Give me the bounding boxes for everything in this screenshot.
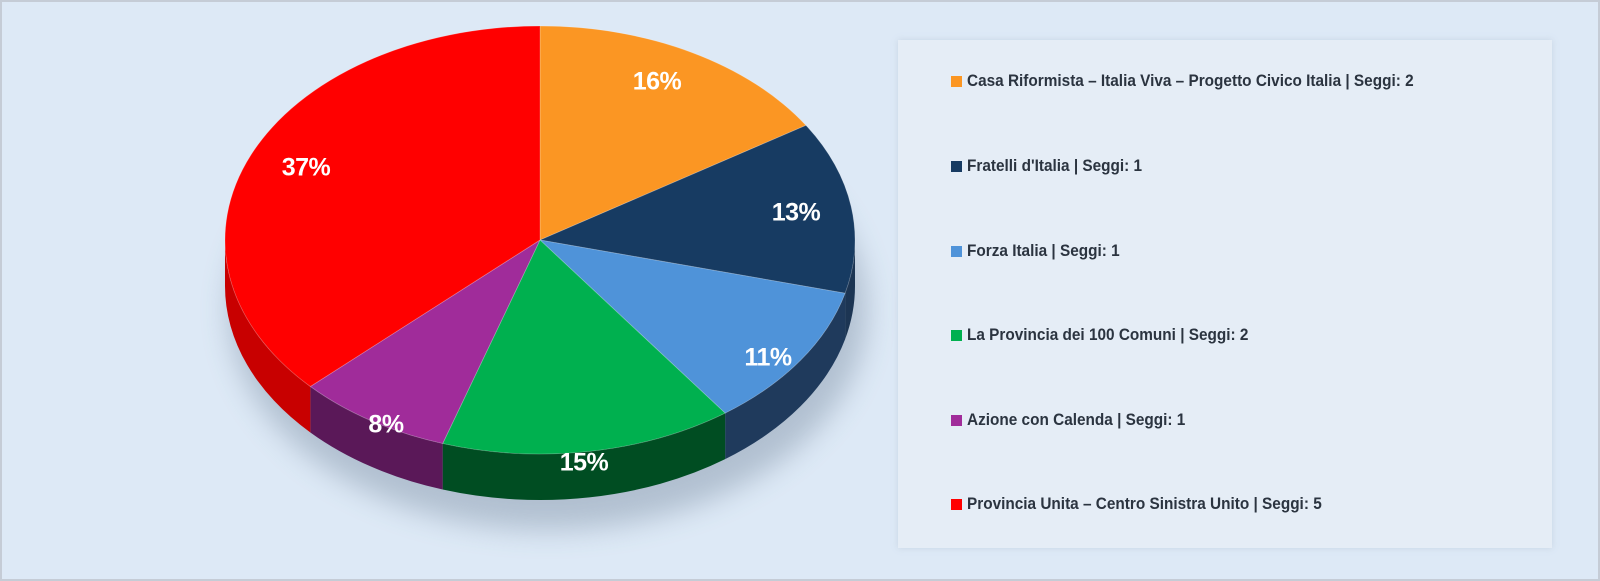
legend-label: Forza Italia | Seggi: 1 — [967, 241, 1120, 260]
pie-slice-5[interactable] — [224, 25, 541, 387]
pie-side-1 — [845, 240, 855, 340]
legend-label: Casa Riformista – Italia Viva – Progetto… — [967, 71, 1414, 90]
legend-label: Fratelli d'Italia | Seggi: 1 — [967, 156, 1143, 175]
pie-side-walls — [225, 240, 855, 500]
legend-item-fratelli-ditalia: Fratelli d'Italia | Seggi: 1 — [951, 154, 1155, 178]
slice-label-casa-riformista: 16% — [632, 67, 682, 96]
slice-label-provincia-100-comuni: 15% — [559, 448, 609, 477]
legend-item-casa-riformista: Casa Riformista – Italia Viva – Progetto… — [951, 69, 1447, 93]
pie-top-face — [224, 25, 856, 455]
legend-label: Azione con Calenda | Seggi: 1 — [967, 410, 1186, 429]
pie-chart: 16% 13% 11% 15% 8% 37% — [182, 2, 902, 581]
legend-swatch-red — [951, 498, 962, 510]
legend-item-provincia-100-comuni: La Provincia dei 100 Comuni | Seggi: 2 — [951, 323, 1270, 347]
pie-slice-1[interactable] — [538, 124, 856, 294]
legend-swatch-navy — [951, 160, 962, 172]
pie-side-4 — [310, 386, 443, 490]
slice-label-forza-italia: 11% — [744, 343, 792, 372]
legend-label: Provincia Unita – Centro Sinistra Unito … — [967, 494, 1322, 513]
pie-side-3 — [442, 413, 726, 500]
pie-slice-0[interactable] — [539, 25, 807, 241]
pie-graphic — [224, 25, 867, 530]
chart-legend: Casa Riformista – Italia Viva – Progetto… — [898, 40, 1552, 548]
legend-item-azione-calenda: Azione con Calenda | Seggi: 1 — [951, 408, 1202, 432]
pie-side-2 — [725, 293, 846, 460]
legend-swatch-orange — [951, 75, 962, 87]
pie-slice-3[interactable] — [442, 239, 726, 455]
pie-side-5 — [225, 240, 311, 433]
pie-slice-2[interactable] — [538, 239, 846, 414]
slice-label-azione-calenda: 8% — [368, 410, 404, 439]
legend-swatch-light-blue — [951, 245, 962, 257]
legend-item-forza-italia: Forza Italia | Seggi: 1 — [951, 239, 1131, 263]
slice-label-provincia-unita: 37% — [281, 153, 331, 182]
legend-label: La Provincia dei 100 Comuni | Seggi: 2 — [967, 325, 1249, 344]
pie-slice-4[interactable] — [309, 238, 541, 444]
legend-item-provincia-unita: Provincia Unita – Centro Sinistra Unito … — [951, 492, 1348, 516]
legend-swatch-green — [951, 329, 962, 341]
slice-label-fratelli-ditalia: 13% — [771, 198, 821, 227]
legend-swatch-purple — [951, 414, 962, 426]
